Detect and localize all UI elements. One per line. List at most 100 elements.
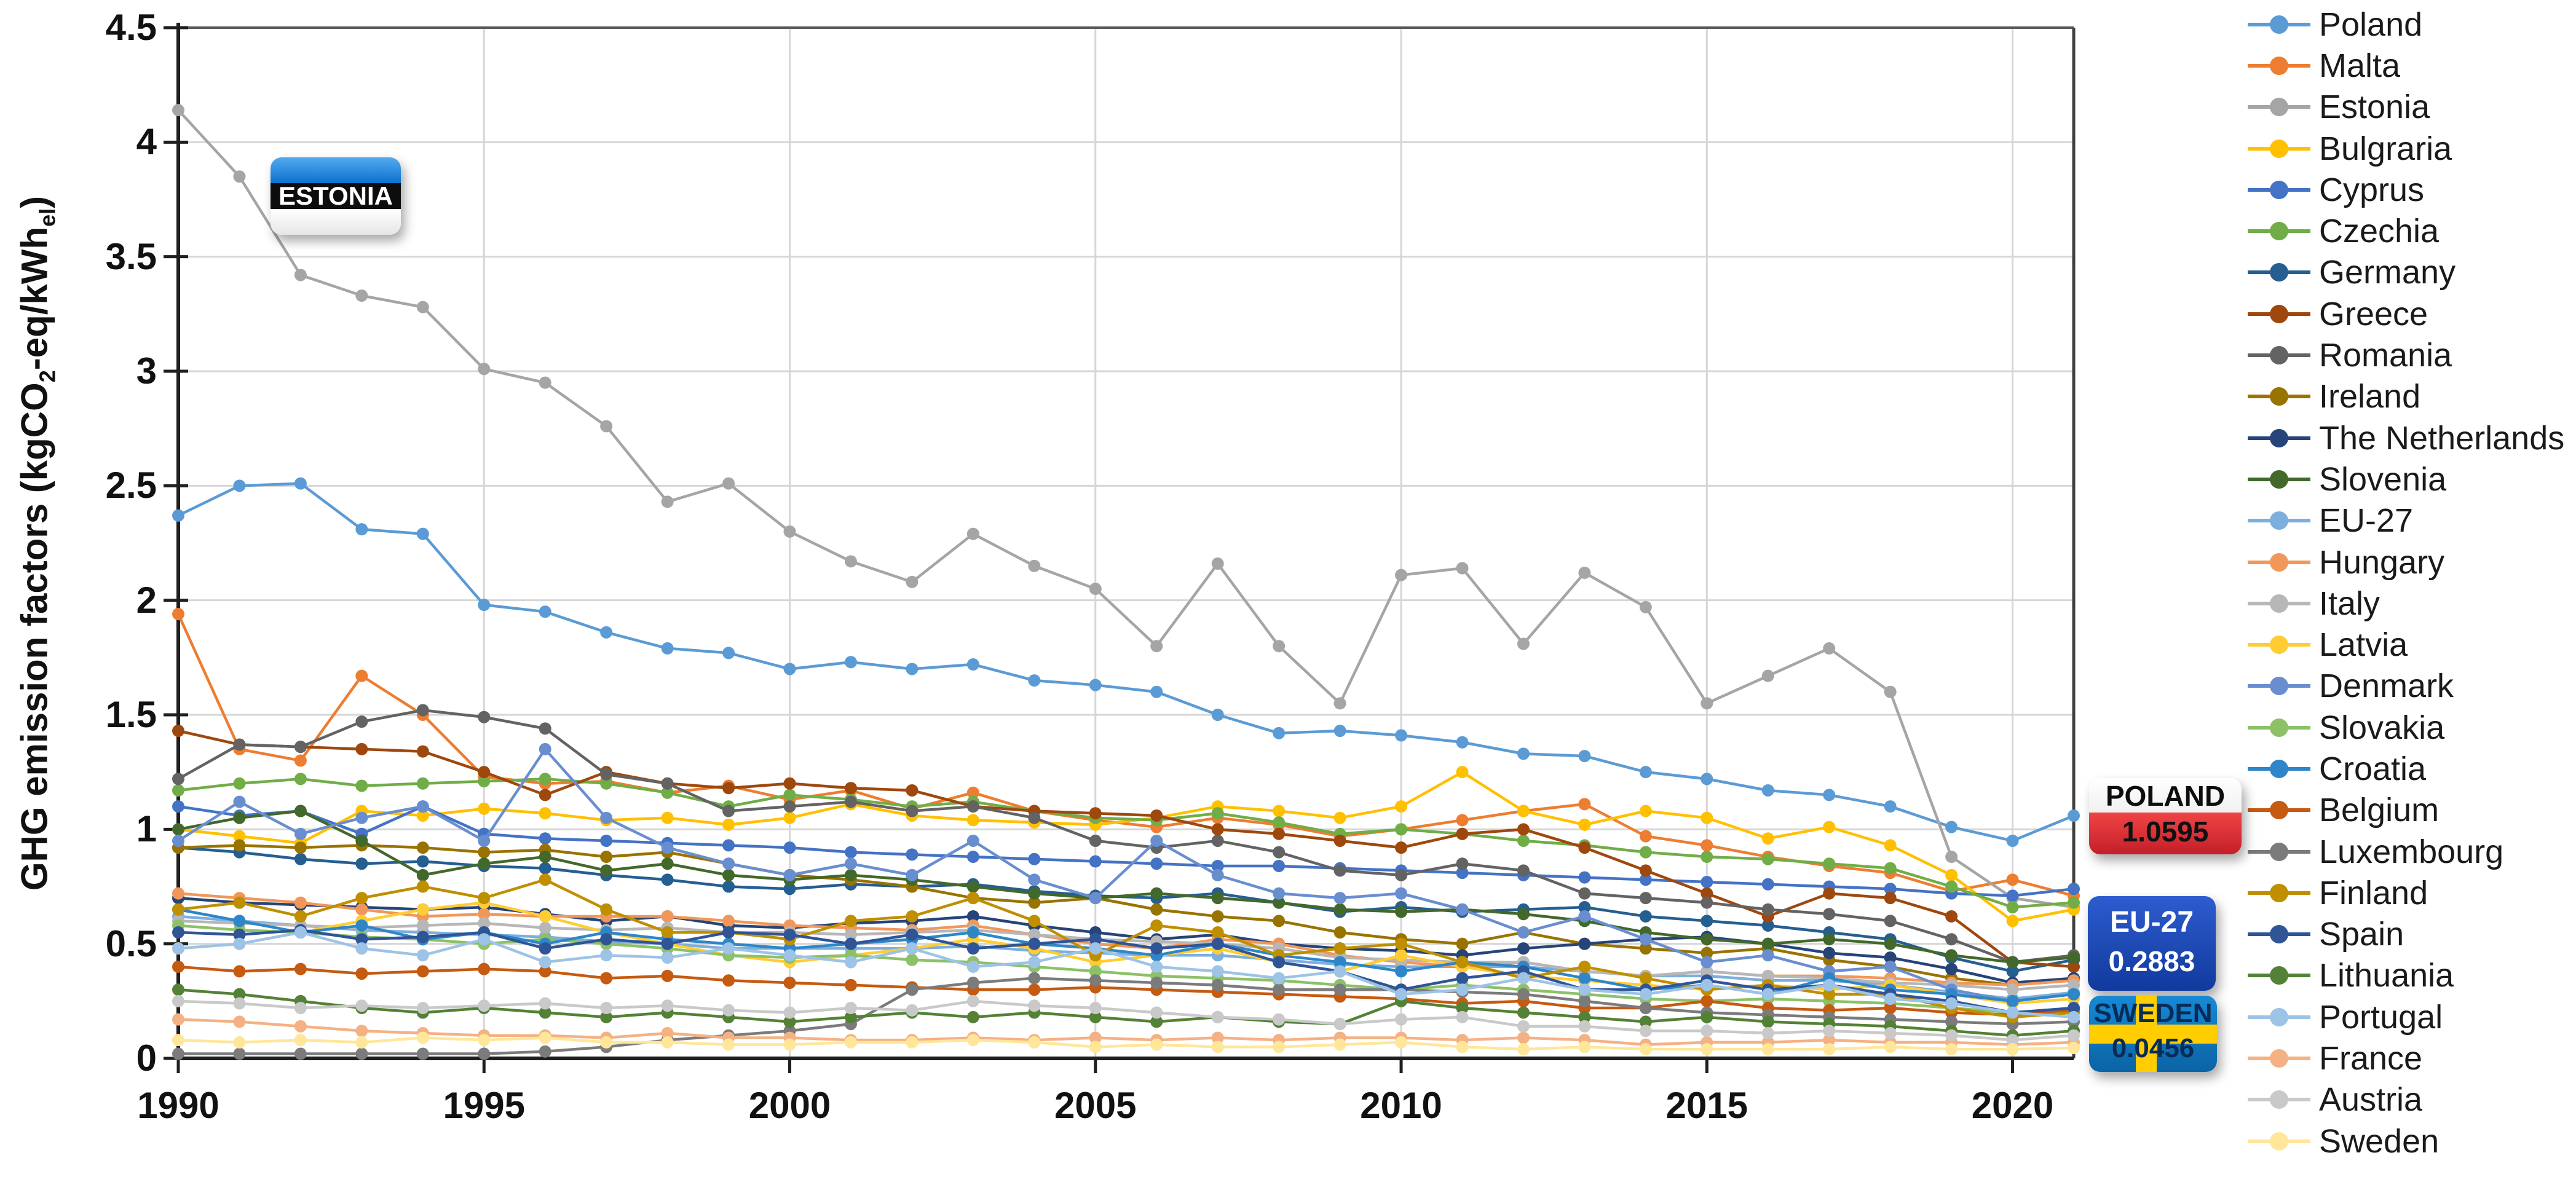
series-marker: [1395, 729, 1408, 742]
series-marker: [1639, 600, 1652, 613]
series-marker: [539, 376, 551, 389]
series-marker: [2006, 994, 2019, 1007]
series-marker: [906, 983, 919, 996]
series-marker: [722, 942, 735, 955]
series-marker: [1517, 1020, 1530, 1033]
legend-label: Germany: [2319, 254, 2456, 291]
estonia-flag-blue-stripe: [271, 157, 401, 183]
series-marker: [1273, 726, 1286, 739]
series-marker: [844, 1036, 857, 1049]
series-marker: [233, 928, 246, 941]
legend-label: Austria: [2319, 1081, 2423, 1119]
series-marker: [966, 851, 979, 864]
legend-label: Belgium: [2319, 792, 2440, 829]
legend-item-romania: Romania: [2245, 334, 2575, 376]
series-marker: [966, 892, 979, 905]
series-marker: [172, 983, 184, 996]
series-marker: [1761, 832, 1774, 845]
series-line-estonia: [177, 109, 2074, 909]
series-marker: [416, 880, 429, 893]
legend-item-latvia: Latvia: [2245, 624, 2575, 665]
series-marker: [722, 915, 735, 927]
series-marker: [1273, 972, 1286, 985]
legend-label: Hungary: [2319, 543, 2445, 581]
legend-label: The Netherlands: [2319, 419, 2565, 457]
y-tick-label: 4.5: [105, 7, 157, 48]
series-marker: [355, 892, 368, 905]
series-marker: [844, 656, 857, 669]
series-marker: [661, 969, 674, 982]
series-marker: [1884, 839, 1897, 852]
series-marker: [1456, 972, 1469, 985]
series-marker: [661, 1027, 674, 1040]
series-marker: [1333, 926, 1346, 939]
series-marker: [2068, 951, 2080, 964]
series-marker: [1578, 901, 1591, 914]
legend-item-slovakia: Slovakia: [2245, 707, 2575, 748]
series-marker: [539, 1006, 551, 1019]
series-marker: [1884, 685, 1897, 698]
legend-line-marker-icon: [2248, 428, 2310, 447]
series-marker: [906, 848, 919, 861]
series-line-poland: [178, 482, 2074, 843]
series-marker: [844, 915, 857, 927]
series-marker: [600, 864, 613, 877]
series-marker: [416, 903, 429, 916]
series-marker: [539, 921, 551, 934]
series-marker: [1761, 1015, 1774, 1028]
series-marker: [233, 1015, 246, 1028]
series-marker: [1578, 1010, 1591, 1023]
series-marker: [539, 789, 551, 801]
series-marker: [1823, 789, 1836, 801]
series-marker: [294, 773, 307, 785]
series-line-czechia: [178, 777, 2074, 909]
series-line-spain: [178, 929, 2074, 1014]
series-marker: [1578, 960, 1591, 973]
series-marker: [416, 855, 429, 868]
series-marker: [1701, 697, 1713, 710]
x-tick-label: 2000: [748, 1085, 831, 1126]
series-marker: [1211, 965, 1224, 978]
legend-item-czechia: Czechia: [2245, 210, 2575, 251]
series-marker: [1333, 956, 1346, 969]
series-marker: [1945, 1029, 1958, 1042]
series-marker: [1701, 1025, 1713, 1037]
legend-item-cyprus: Cyprus: [2245, 169, 2575, 210]
series-marker: [906, 942, 919, 955]
series-marker: [844, 857, 857, 870]
legend-label: Portugal: [2319, 998, 2443, 1036]
series-marker: [1701, 956, 1713, 969]
series-marker: [1823, 978, 1836, 991]
series-marker: [1517, 972, 1530, 985]
series-marker: [416, 704, 429, 717]
series-marker: [1761, 903, 1774, 916]
series-marker: [661, 642, 674, 655]
legend-line-marker-icon: [2248, 1090, 2310, 1109]
series-marker: [1273, 640, 1286, 653]
series-marker: [294, 754, 307, 767]
series-marker: [294, 1020, 307, 1033]
series-marker: [478, 933, 491, 946]
series-marker: [661, 926, 674, 939]
series-marker: [966, 814, 979, 827]
series-marker: [783, 789, 796, 801]
series-marker: [1150, 685, 1163, 698]
series-marker: [1150, 942, 1163, 955]
series-marker: [1089, 1010, 1102, 1023]
series-marker: [1823, 821, 1836, 833]
series-marker: [478, 846, 491, 859]
series-marker: [1211, 978, 1224, 991]
series-marker: [1395, 949, 1408, 962]
series-marker: [966, 942, 979, 955]
series-marker: [661, 786, 674, 799]
series-marker: [2068, 978, 2080, 991]
series-marker: [1761, 852, 1774, 865]
legend-item-slovenia: Slovenia: [2245, 459, 2575, 500]
series-marker: [1945, 997, 1958, 1010]
series-marker: [1701, 994, 1713, 1007]
eu27-callout: EU-27 0.2883: [2088, 896, 2216, 991]
series-marker: [1456, 1010, 1469, 1023]
series-marker: [1395, 1013, 1408, 1026]
series-marker: [478, 711, 491, 723]
